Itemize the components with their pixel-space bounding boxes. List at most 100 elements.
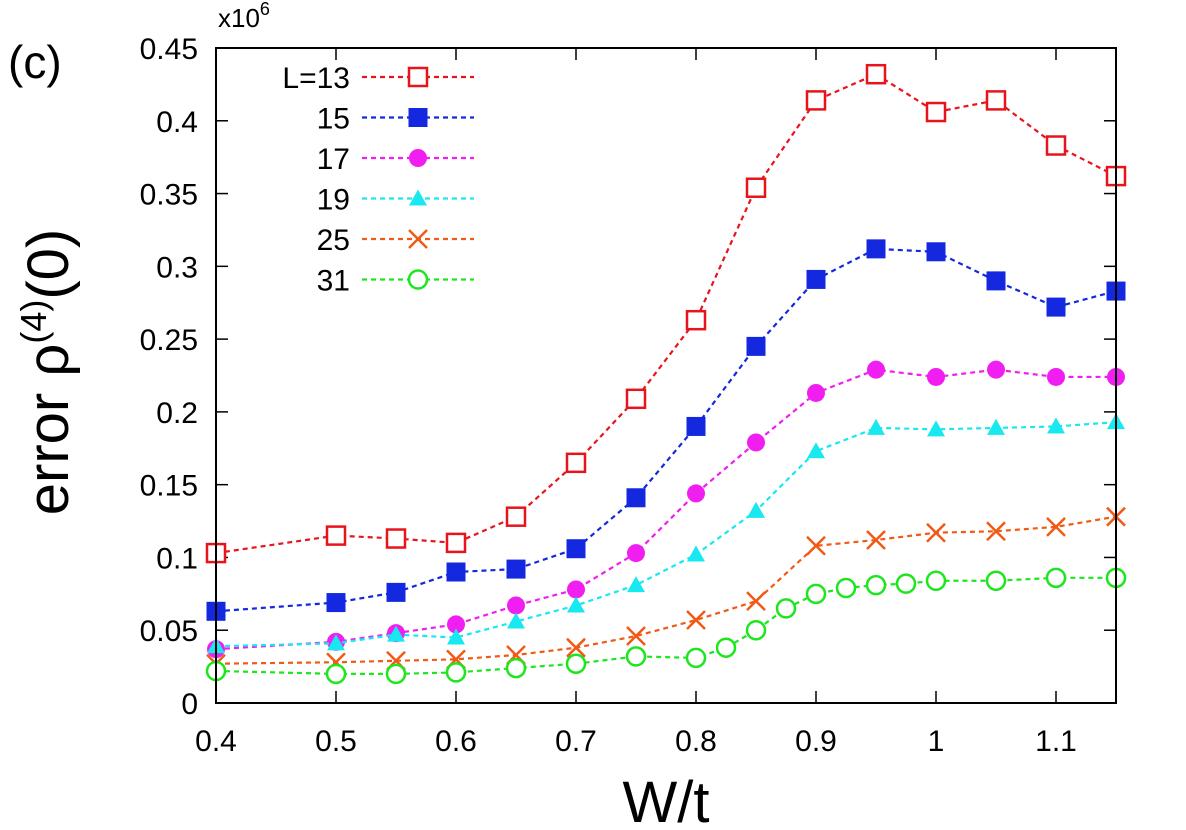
data-point	[1045, 135, 1067, 156]
data-point	[805, 583, 827, 605]
y-tick-label: 0.15	[140, 470, 198, 503]
data-point	[687, 545, 705, 562]
data-point	[835, 577, 857, 599]
data-point	[775, 598, 797, 619]
data-point	[1047, 367, 1065, 386]
data-point	[687, 484, 705, 503]
series-group	[205, 567, 1127, 685]
data-point	[1046, 516, 1066, 537]
data-point	[807, 442, 825, 459]
y-tick-label: 0.3	[156, 251, 198, 284]
y-tick-label: 0.25	[140, 324, 198, 357]
y-tick-label: 0.35	[140, 179, 198, 212]
data-point	[895, 573, 917, 594]
data-point	[506, 559, 526, 579]
x-axis-title: W/t	[623, 770, 710, 830]
series-line	[215, 515, 1117, 665]
data-point	[747, 501, 765, 518]
y-tick-label: 0.2	[156, 397, 198, 430]
y-tick-label: 0.05	[140, 615, 198, 648]
data-point	[686, 416, 706, 436]
x-tick-label: 1.1	[1035, 725, 1077, 758]
data-point	[507, 612, 525, 629]
data-point	[325, 663, 347, 685]
y-axis-title-superscript: (4)	[13, 300, 54, 344]
x-tick-label: 0.5	[315, 725, 357, 758]
data-point	[925, 570, 947, 591]
data-point	[625, 388, 647, 410]
y-axis-title-suffix: (0)	[16, 229, 81, 300]
data-point	[566, 637, 586, 658]
x-tick-label: 0.4	[195, 725, 237, 758]
series-group	[206, 239, 1126, 621]
data-point	[745, 619, 767, 641]
data-point	[805, 90, 827, 111]
plot-frame	[215, 47, 1117, 704]
y-tick-label: 0.4	[156, 106, 198, 139]
y-multiplier-exponent: 6	[260, 0, 270, 19]
data-point	[445, 662, 467, 683]
data-point	[746, 591, 766, 611]
data-point	[807, 383, 825, 402]
x-tick-label: 1	[928, 725, 945, 758]
y-multiplier-label: x106	[218, 0, 270, 33]
data-point	[627, 544, 645, 563]
data-point	[865, 63, 887, 85]
data-point	[626, 488, 646, 508]
data-point	[625, 646, 647, 667]
legend-label: 31	[317, 265, 350, 298]
data-point	[447, 628, 465, 645]
data-point	[1047, 417, 1065, 434]
data-point	[626, 626, 646, 646]
data-point	[986, 521, 1006, 542]
y-axis-title-prefix: error ρ	[16, 344, 81, 516]
data-point	[986, 271, 1006, 291]
data-point	[806, 535, 826, 556]
data-point	[447, 615, 465, 634]
data-point	[686, 610, 706, 630]
data-point	[987, 418, 1005, 435]
data-point	[715, 637, 737, 658]
legend-marker	[409, 189, 427, 206]
data-point	[926, 242, 946, 262]
data-point	[567, 596, 585, 613]
series-line	[215, 420, 1117, 648]
legend: L=13 15 17 19 25 31	[282, 62, 474, 298]
data-point	[927, 367, 945, 386]
data-point	[985, 90, 1007, 111]
y-tick-label: 0.45	[140, 33, 198, 66]
data-point	[746, 336, 766, 356]
legend-label: 15	[317, 103, 350, 136]
legend-label: L=13	[282, 62, 350, 95]
data-point	[387, 625, 405, 642]
data-point	[685, 309, 707, 331]
data-point	[745, 177, 767, 198]
x-tick-label: 0.7	[555, 725, 597, 758]
data-point	[867, 360, 885, 379]
data-point	[865, 574, 887, 596]
data-point	[685, 647, 707, 669]
data-point	[1045, 567, 1067, 589]
y-axis-title: error ρ(4)(0)	[13, 229, 81, 515]
series-group	[207, 360, 1125, 659]
data-point	[926, 522, 946, 543]
series-line	[215, 576, 1116, 675]
data-point	[326, 593, 346, 613]
data-point	[505, 657, 527, 679]
panel-label: (c)	[8, 36, 62, 88]
legend-label: 17	[317, 143, 350, 176]
data-point	[386, 582, 406, 602]
series-line	[215, 72, 1117, 555]
data-point	[446, 562, 466, 582]
data-point	[806, 269, 826, 289]
y-multiplier-base: x10	[218, 3, 260, 33]
data-point	[507, 596, 525, 615]
data-point	[1046, 297, 1066, 317]
legend-label: 19	[317, 184, 350, 217]
data-point	[445, 532, 467, 554]
series-group	[205, 63, 1127, 564]
x-tick-label: 0.8	[675, 725, 717, 758]
data-point	[385, 663, 407, 685]
ticks-layer: 0.4 0.5 0.6 0.7 0.8 0.9 1 1.1 0 0.05 0.1 0.15 0.2 0.2…	[140, 33, 1116, 758]
